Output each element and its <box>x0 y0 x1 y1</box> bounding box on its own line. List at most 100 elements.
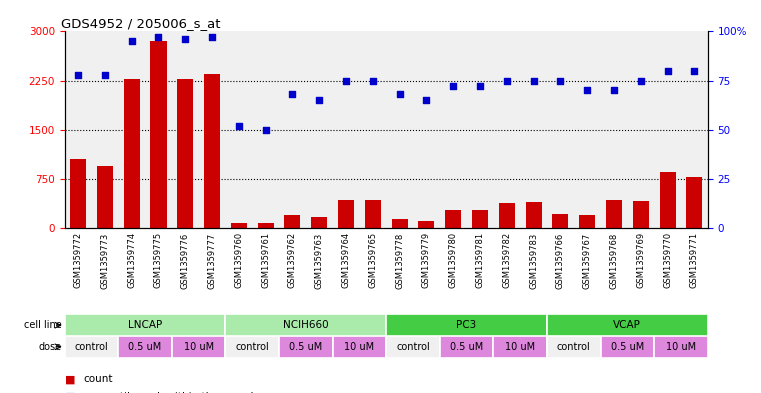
Bar <box>65 314 225 336</box>
Bar <box>279 336 333 358</box>
Bar <box>392 219 408 228</box>
Point <box>501 77 513 84</box>
Text: ■: ■ <box>65 374 75 384</box>
Bar <box>338 200 354 228</box>
Bar <box>258 223 274 228</box>
Point <box>126 38 138 44</box>
Point <box>688 68 700 74</box>
Bar <box>654 336 708 358</box>
Text: cell line: cell line <box>24 320 62 330</box>
Bar <box>547 336 600 358</box>
Text: GSM1359765: GSM1359765 <box>368 232 377 288</box>
Point <box>233 123 245 129</box>
Point <box>179 36 191 42</box>
Text: GSM1359760: GSM1359760 <box>234 232 244 288</box>
Bar <box>225 314 387 336</box>
Point <box>72 72 84 78</box>
Text: GSM1359772: GSM1359772 <box>74 232 83 288</box>
Bar <box>172 336 225 358</box>
Bar <box>498 203 514 228</box>
Point <box>581 87 594 94</box>
Point <box>393 91 406 97</box>
Point <box>447 83 460 90</box>
Text: dose: dose <box>39 342 62 352</box>
Bar <box>632 201 649 228</box>
Bar <box>225 336 279 358</box>
Text: GSM1359769: GSM1359769 <box>636 232 645 288</box>
Point <box>152 34 164 40</box>
Text: 0.5 uM: 0.5 uM <box>129 342 161 352</box>
Bar <box>472 209 488 228</box>
Bar <box>445 209 461 228</box>
Text: GSM1359767: GSM1359767 <box>583 232 591 288</box>
Text: NCIH660: NCIH660 <box>283 320 329 330</box>
Text: count: count <box>84 374 113 384</box>
Text: control: control <box>396 342 430 352</box>
Text: control: control <box>557 342 591 352</box>
Text: percentile rank within the sample: percentile rank within the sample <box>84 392 260 393</box>
Text: GSM1359781: GSM1359781 <box>476 232 485 288</box>
Text: 0.5 uM: 0.5 uM <box>289 342 323 352</box>
Text: GSM1359770: GSM1359770 <box>663 232 672 288</box>
Bar <box>419 221 435 228</box>
Point <box>206 34 218 40</box>
Bar <box>333 336 387 358</box>
Text: GSM1359762: GSM1359762 <box>288 232 297 288</box>
Text: GSM1359763: GSM1359763 <box>315 232 323 288</box>
Text: 0.5 uM: 0.5 uM <box>611 342 644 352</box>
Text: VCAP: VCAP <box>613 320 642 330</box>
Text: ■: ■ <box>65 392 75 393</box>
Bar <box>118 336 172 358</box>
Text: GSM1359771: GSM1359771 <box>689 232 699 288</box>
Bar <box>177 79 193 228</box>
Text: GSM1359761: GSM1359761 <box>261 232 270 288</box>
Text: 0.5 uM: 0.5 uM <box>450 342 483 352</box>
Text: GSM1359779: GSM1359779 <box>422 232 431 288</box>
Point <box>420 97 432 103</box>
Text: GSM1359768: GSM1359768 <box>610 232 619 288</box>
Text: 10 uM: 10 uM <box>183 342 214 352</box>
Text: LNCAP: LNCAP <box>128 320 162 330</box>
Text: GSM1359774: GSM1359774 <box>127 232 136 288</box>
Point <box>474 83 486 90</box>
Bar <box>231 223 247 228</box>
Point <box>99 72 111 78</box>
Point <box>635 77 647 84</box>
Bar <box>552 213 568 228</box>
Bar <box>547 314 708 336</box>
Point <box>313 97 325 103</box>
Text: GDS4952 / 205006_s_at: GDS4952 / 205006_s_at <box>62 17 221 30</box>
Point <box>260 127 272 133</box>
Text: GSM1359778: GSM1359778 <box>395 232 404 288</box>
Bar <box>493 336 547 358</box>
Bar <box>311 217 327 228</box>
Bar <box>600 336 654 358</box>
Point <box>554 77 566 84</box>
Bar <box>440 336 493 358</box>
Text: GSM1359766: GSM1359766 <box>556 232 565 288</box>
Point <box>527 77 540 84</box>
Text: control: control <box>235 342 269 352</box>
Bar <box>285 215 301 228</box>
Bar <box>387 314 547 336</box>
Point <box>661 68 673 74</box>
Bar <box>204 74 220 228</box>
Bar <box>65 336 118 358</box>
Text: control: control <box>75 342 108 352</box>
Bar <box>70 159 86 228</box>
Bar <box>387 336 440 358</box>
Point <box>608 87 620 94</box>
Text: GSM1359777: GSM1359777 <box>208 232 217 288</box>
Bar <box>123 79 140 228</box>
Point <box>286 91 298 97</box>
Text: 10 uM: 10 uM <box>505 342 535 352</box>
Bar <box>97 166 113 228</box>
Text: GSM1359783: GSM1359783 <box>529 232 538 288</box>
Text: GSM1359775: GSM1359775 <box>154 232 163 288</box>
Bar <box>606 200 622 228</box>
Text: GSM1359764: GSM1359764 <box>342 232 351 288</box>
Bar <box>579 215 595 228</box>
Bar <box>660 172 676 228</box>
Point <box>367 77 379 84</box>
Text: PC3: PC3 <box>457 320 476 330</box>
